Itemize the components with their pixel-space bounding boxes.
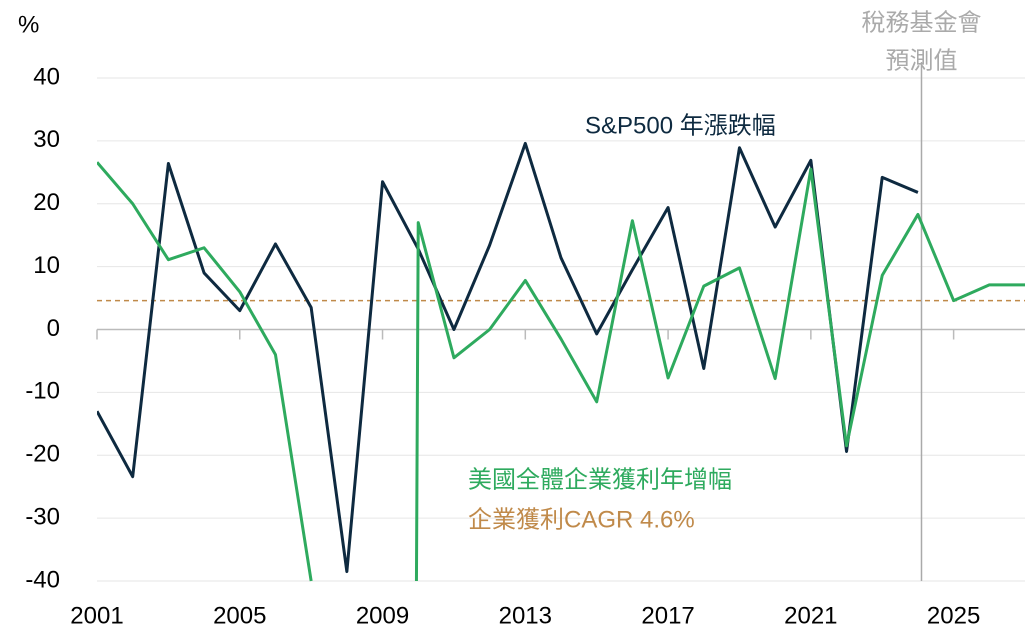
y-tick-label: -30	[25, 503, 60, 530]
y-tick-label: 10	[33, 252, 60, 279]
x-tick-label: 2001	[70, 602, 123, 629]
y-tick-label: -10	[25, 378, 60, 405]
forecast-label: 預測值	[885, 47, 957, 74]
series-line	[97, 161, 1025, 582]
y-tick-label: 0	[47, 315, 60, 342]
series-label: S&P500 年漲跌幅	[585, 112, 776, 139]
y-unit: %	[18, 11, 39, 38]
x-tick-label: 2021	[784, 602, 837, 629]
y-tick-label: -20	[25, 441, 60, 468]
y-tick-label: 20	[33, 189, 60, 216]
forecast-label: 稅務基金會	[861, 9, 981, 36]
x-tick-label: 2017	[641, 602, 694, 629]
series-line	[97, 141, 919, 574]
x-tick-label: 2025	[927, 602, 980, 629]
reference-label: 企業獲利CAGR 4.6%	[468, 506, 695, 533]
series-label: 美國全體企業獲利年增幅	[468, 466, 732, 493]
y-tick-label: -40	[25, 566, 60, 593]
x-tick-label: 2009	[356, 602, 409, 629]
y-tick-label: 30	[33, 126, 60, 153]
x-tick-label: 2013	[499, 602, 552, 629]
x-tick-label: 2005	[213, 602, 266, 629]
y-tick-label: 40	[33, 63, 60, 90]
